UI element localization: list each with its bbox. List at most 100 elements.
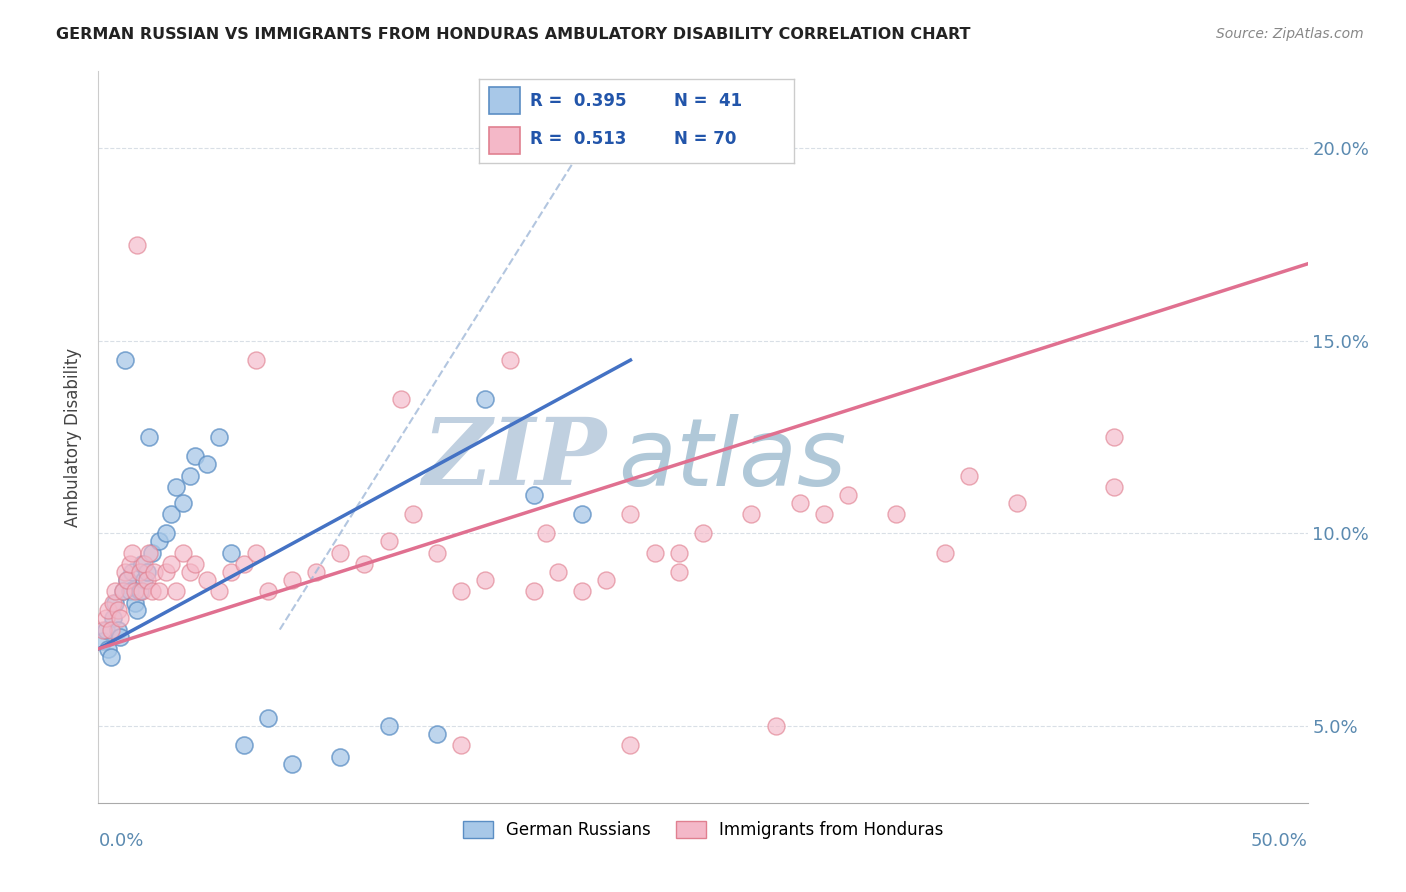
Point	[644, 545, 666, 559]
Point	[111, 584, 134, 599]
Point	[1007, 495, 1029, 509]
Point	[523, 488, 546, 502]
Point	[668, 545, 690, 559]
Point	[789, 495, 811, 509]
Point	[135, 565, 157, 579]
Point	[221, 545, 243, 559]
Text: GERMAN RUSSIAN VS IMMIGRANTS FROM HONDURAS AMBULATORY DISABILITY CORRELATION CHA: GERMAN RUSSIAN VS IMMIGRANTS FROM HONDUR…	[56, 27, 970, 42]
Point	[1102, 430, 1125, 444]
Point	[97, 603, 120, 617]
Point	[389, 392, 412, 406]
Point	[124, 584, 146, 599]
Y-axis label: Ambulatory Disability: Ambulatory Disability	[65, 348, 83, 526]
Point	[208, 430, 231, 444]
Point	[329, 545, 352, 559]
Point	[377, 534, 399, 549]
Point	[117, 573, 139, 587]
Point	[184, 557, 207, 571]
Point	[256, 711, 278, 725]
Point	[107, 623, 129, 637]
Point	[1102, 480, 1125, 494]
Point	[165, 584, 187, 599]
Point	[127, 237, 149, 252]
Point	[232, 557, 254, 571]
Point	[402, 507, 425, 521]
Point	[571, 507, 593, 521]
Point	[134, 573, 156, 587]
Point	[104, 584, 127, 599]
Point	[101, 611, 124, 625]
Point	[143, 565, 166, 579]
Point	[534, 526, 557, 541]
Point	[121, 565, 143, 579]
Point	[595, 573, 617, 587]
Point	[131, 584, 153, 599]
Point	[100, 623, 122, 637]
Point	[765, 719, 787, 733]
Point	[172, 545, 194, 559]
Point	[426, 726, 449, 740]
Point	[740, 507, 762, 521]
Point	[118, 584, 141, 599]
Point	[619, 738, 641, 752]
Point	[114, 565, 136, 579]
Point	[91, 623, 114, 637]
Point	[619, 141, 641, 155]
Point	[179, 565, 201, 579]
Point	[281, 757, 304, 772]
Point	[114, 353, 136, 368]
Point	[165, 480, 187, 494]
Point	[118, 557, 141, 571]
Point	[571, 584, 593, 599]
Point	[117, 573, 139, 587]
Point	[474, 573, 496, 587]
Point	[134, 557, 156, 571]
Point	[179, 468, 201, 483]
Point	[329, 749, 352, 764]
Point	[121, 545, 143, 559]
Point	[108, 630, 131, 644]
Text: 0.0%: 0.0%	[98, 832, 143, 850]
Point	[101, 596, 124, 610]
Point	[148, 534, 170, 549]
Point	[195, 573, 218, 587]
Point	[256, 584, 278, 599]
Point	[160, 557, 183, 571]
Legend: German Russians, Immigrants from Honduras: German Russians, Immigrants from Hondura…	[456, 814, 950, 846]
Point	[957, 468, 980, 483]
Point	[692, 526, 714, 541]
Point	[245, 353, 267, 368]
Point	[281, 573, 304, 587]
Point	[107, 603, 129, 617]
Point	[94, 611, 117, 625]
Point	[450, 584, 472, 599]
Point	[97, 641, 120, 656]
Point	[100, 649, 122, 664]
Point	[619, 507, 641, 521]
Point	[91, 634, 114, 648]
Point	[450, 738, 472, 752]
Point	[474, 392, 496, 406]
Point	[195, 457, 218, 471]
Point	[245, 545, 267, 559]
Point	[221, 565, 243, 579]
Point	[668, 565, 690, 579]
Point	[104, 596, 127, 610]
Text: 50.0%: 50.0%	[1251, 832, 1308, 850]
Point	[148, 584, 170, 599]
Point	[353, 557, 375, 571]
Point	[837, 488, 859, 502]
Point	[141, 584, 163, 599]
Point	[160, 507, 183, 521]
Point	[232, 738, 254, 752]
Point	[934, 545, 956, 559]
Point	[305, 565, 328, 579]
Point	[138, 430, 160, 444]
Point	[94, 623, 117, 637]
Point	[124, 596, 146, 610]
Point	[813, 507, 835, 521]
Point	[155, 526, 177, 541]
Point	[128, 565, 150, 579]
Point	[108, 611, 131, 625]
Point	[141, 545, 163, 559]
